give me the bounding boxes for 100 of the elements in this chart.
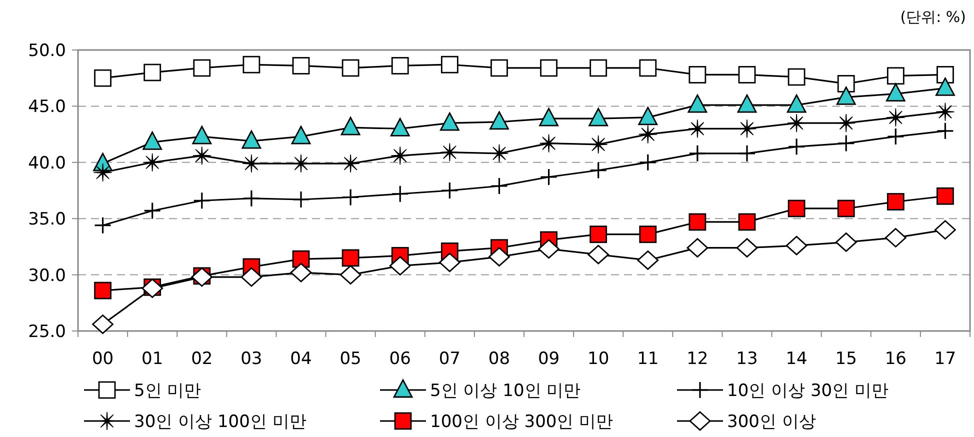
point	[242, 130, 262, 149]
y-tick-label: 50.0	[28, 41, 66, 61]
x-tick-label: 10	[588, 349, 610, 369]
x-tick-label: 11	[637, 349, 659, 369]
point	[836, 86, 856, 105]
point	[342, 59, 360, 77]
point	[142, 131, 162, 150]
legend-label: 300인 이상	[727, 412, 816, 432]
point	[292, 190, 310, 208]
point	[391, 185, 409, 203]
point	[490, 111, 509, 130]
point	[94, 282, 112, 300]
point	[787, 114, 806, 132]
point	[786, 236, 808, 256]
point	[936, 187, 954, 205]
point	[490, 59, 508, 77]
point	[639, 226, 657, 244]
point	[590, 161, 608, 180]
x-tick-label: 09	[538, 349, 560, 369]
point	[342, 249, 360, 267]
point	[540, 59, 558, 77]
point	[738, 66, 756, 84]
point	[588, 244, 610, 264]
point	[786, 94, 806, 113]
point	[688, 94, 708, 113]
x-tick-label: 07	[438, 349, 460, 369]
point	[290, 262, 312, 282]
point	[736, 238, 758, 258]
point	[540, 168, 558, 186]
y-tick-label: 25.0	[28, 322, 66, 342]
x-tick-label: 15	[835, 349, 857, 369]
point	[884, 228, 906, 248]
point	[340, 116, 360, 136]
x-tick-label: 06	[389, 349, 411, 369]
point	[292, 57, 310, 74]
point	[638, 124, 658, 144]
point	[192, 126, 212, 144]
point	[788, 68, 806, 86]
point	[440, 182, 458, 200]
point	[886, 193, 904, 210]
point	[94, 216, 112, 234]
point	[936, 78, 955, 96]
x-tick-label: 05	[340, 349, 362, 369]
point	[539, 134, 558, 153]
point	[142, 153, 162, 172]
point	[788, 200, 806, 218]
point	[390, 118, 410, 136]
x-tick-label: 13	[736, 349, 758, 369]
point	[438, 252, 460, 272]
point	[390, 146, 410, 166]
point	[291, 126, 311, 144]
x-tick-label: 17	[934, 349, 956, 369]
point	[94, 69, 112, 87]
y-tick-label: 40.0	[28, 153, 66, 174]
point	[242, 56, 260, 74]
point	[936, 122, 954, 140]
point	[688, 66, 706, 84]
x-tick-label: 16	[884, 349, 906, 369]
point	[886, 108, 906, 127]
x-tick-label: 01	[142, 349, 164, 369]
point	[639, 59, 657, 77]
point	[391, 57, 409, 74]
point	[837, 75, 855, 92]
point	[92, 314, 114, 334]
point	[637, 250, 659, 270]
point	[835, 232, 857, 252]
x-tick-label: 03	[240, 349, 262, 369]
point	[588, 108, 608, 126]
y-tick-label: 35.0	[28, 210, 66, 230]
point	[738, 213, 756, 231]
point	[688, 213, 706, 231]
point	[936, 102, 955, 122]
point	[538, 239, 560, 259]
point	[440, 142, 460, 162]
point	[490, 177, 508, 195]
point	[686, 238, 708, 258]
point	[340, 265, 362, 284]
point	[144, 64, 162, 82]
point	[440, 112, 460, 131]
point	[936, 66, 954, 84]
point	[539, 108, 558, 126]
legend-label: 5인 이상 10인 미만	[430, 381, 581, 401]
point	[788, 138, 806, 156]
point	[837, 134, 855, 152]
x-tick-label: 02	[191, 349, 213, 369]
point	[836, 114, 856, 132]
x-tick-label: 04	[290, 349, 312, 369]
legend-label: 5인 미만	[134, 381, 202, 401]
point	[440, 56, 458, 74]
point	[240, 267, 262, 287]
point	[737, 94, 757, 113]
legend-label: 30인 이상 100인 미만	[134, 412, 306, 432]
point	[590, 226, 608, 244]
point	[886, 67, 904, 85]
y-tick-label: 45.0	[28, 97, 66, 118]
x-tick-label: 00	[92, 349, 114, 369]
point	[638, 106, 658, 126]
point	[242, 190, 260, 208]
point	[488, 247, 510, 267]
point	[342, 188, 360, 206]
